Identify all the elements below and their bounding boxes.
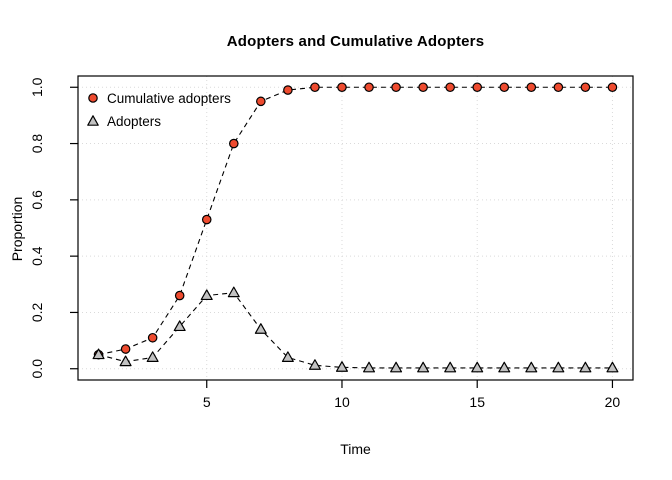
data-point-circle: [472, 82, 483, 93]
data-point-circle: [445, 82, 455, 93]
series-line-adopters: [98, 292, 613, 369]
data-point-circle: [120, 344, 131, 354]
data-point-triangle: [227, 286, 240, 298]
data-point-triangle: [363, 361, 376, 373]
data-point-triangle: [173, 320, 186, 332]
data-point-circle: [526, 82, 537, 93]
triangle-marker-icon: [87, 115, 99, 126]
plot-frame: [77, 75, 634, 381]
x-axis-label: Time: [340, 441, 371, 457]
data-point-circle: [228, 138, 239, 149]
legend-label-cumulative: Cumulative adopters: [107, 90, 231, 106]
x-tick-label: 10: [334, 394, 350, 410]
data-point-triangle: [254, 323, 267, 334]
x-tick-label: 15: [469, 394, 485, 410]
data-point-triangle: [308, 359, 321, 370]
data-point-circle: [283, 85, 293, 95]
y-tick-label: 0.6: [29, 190, 45, 210]
legend-label-adopters: Adopters: [107, 113, 162, 129]
legend-item-cumulative: Cumulative adopters: [86, 87, 231, 109]
legend-item-adopters: Adopters: [86, 110, 231, 132]
legend: Cumulative adopters Adopters: [86, 87, 231, 132]
data-point-triangle: [119, 355, 132, 367]
data-point-triangle: [417, 361, 430, 373]
data-point-circle: [391, 82, 401, 93]
data-point-triangle: [390, 361, 403, 373]
data-point-circle: [499, 82, 510, 93]
data-point-triangle: [498, 361, 511, 373]
circle-marker-icon: [88, 93, 98, 103]
y-axis-label: Proportion: [9, 196, 25, 262]
data-point-circle: [418, 82, 428, 93]
data-point-circle: [553, 82, 564, 93]
data-point-triangle: [335, 361, 348, 372]
y-tick-label: 0.8: [29, 134, 45, 154]
data-point-triangle: [146, 351, 159, 362]
data-point-triangle: [579, 361, 592, 373]
data-point-circle: [580, 82, 591, 93]
data-point-circle: [607, 82, 618, 93]
data-point-triangle: [525, 361, 538, 373]
data-point-triangle: [444, 361, 457, 373]
data-point-circle: [174, 290, 185, 301]
data-point-circle: [201, 214, 212, 225]
y-tick-label: 0.0: [29, 359, 45, 379]
chart-title: Adopters and Cumulative Adopters: [226, 33, 485, 50]
y-tick-label: 0.4: [29, 246, 45, 266]
data-point-triangle: [200, 289, 213, 301]
data-point-circle: [337, 82, 347, 93]
y-tick-label: 0.2: [29, 303, 45, 323]
data-point-triangle: [606, 361, 619, 373]
x-tick-label: 5: [203, 394, 211, 410]
data-point-circle: [310, 82, 320, 93]
data-point-circle: [147, 332, 158, 343]
data-point-circle: [364, 82, 374, 93]
x-tick-label: 20: [605, 394, 621, 410]
y-tick-label: 1.0: [29, 77, 45, 97]
data-point-triangle: [552, 361, 565, 373]
data-point-triangle: [92, 348, 105, 360]
data-point-triangle: [471, 361, 484, 373]
data-point-circle: [256, 96, 266, 107]
data-point-triangle: [281, 351, 294, 362]
